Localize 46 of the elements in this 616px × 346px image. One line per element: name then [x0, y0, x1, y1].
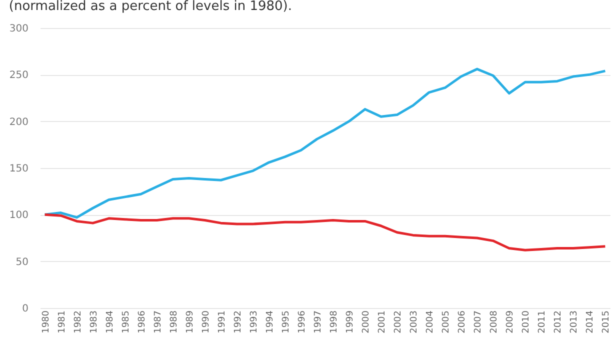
- y-tick-label: 50: [16, 256, 28, 268]
- x-tick-label: 2011: [538, 310, 548, 334]
- x-tick-label: 2008: [490, 310, 500, 334]
- line-series: [44, 68, 606, 219]
- x-tick-label: 1992: [233, 310, 244, 334]
- x-tick-label: 1987: [153, 310, 164, 334]
- x-tick-label: 2009: [506, 310, 516, 334]
- x-tick-label: 1998: [330, 310, 340, 334]
- x-tick-label: 1990: [201, 310, 212, 334]
- y-tick-label: 300: [9, 24, 28, 34]
- x-tick-label: 1986: [137, 310, 148, 334]
- y-tick-label: 100: [9, 210, 28, 222]
- x-tick-label: 2015: [602, 310, 612, 334]
- x-tick-label: 2002: [394, 310, 404, 334]
- x-tick-label: 2014: [586, 310, 596, 334]
- x-tick-label: 1984: [105, 310, 116, 334]
- x-tick-label: 1995: [281, 310, 292, 334]
- line-series: [44, 213, 606, 252]
- chart-subtitle: (normalized as a percent of levels in 1980).: [8, 0, 292, 14]
- x-tick-label: 1999: [346, 310, 356, 334]
- x-tick-label: 1997: [313, 310, 324, 334]
- x-tick-label: 2006: [458, 310, 468, 334]
- x-tick-label: 2007: [474, 310, 484, 334]
- x-tick-label: 2001: [378, 310, 388, 334]
- x-tick-label: 1991: [217, 310, 228, 334]
- x-tick-label: 1980: [41, 310, 52, 334]
- y-tick-label: 200: [9, 116, 28, 128]
- x-tick-label: 1994: [265, 310, 276, 334]
- x-tick-label: 2010: [522, 310, 532, 334]
- x-tick-label: 1993: [249, 310, 260, 334]
- x-tick-label: 2003: [410, 310, 420, 334]
- x-tick-label: 1985: [121, 310, 132, 334]
- x-tick-label: 1982: [73, 310, 84, 334]
- y-tick-label: 150: [9, 164, 28, 174]
- x-tick-label: 2012: [554, 310, 564, 334]
- x-tick-label: 2013: [570, 310, 580, 334]
- x-tick-label: 1988: [169, 310, 180, 334]
- x-tick-label: 2005: [442, 310, 452, 334]
- x-tick-label: 1983: [89, 310, 100, 334]
- y-tick-label: 0: [22, 304, 28, 314]
- x-tick-label: 1981: [57, 310, 68, 334]
- x-tick-label: 2004: [426, 310, 436, 334]
- y-tick-label: 250: [9, 70, 28, 82]
- x-tick-label: 2000: [362, 310, 372, 334]
- x-tick-label: 1989: [185, 310, 196, 334]
- x-tick-label: 1996: [297, 310, 308, 334]
